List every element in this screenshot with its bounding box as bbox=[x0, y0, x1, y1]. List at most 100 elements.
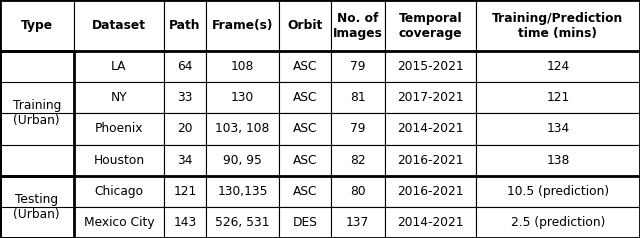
Text: 2014-2021: 2014-2021 bbox=[397, 123, 463, 135]
Bar bbox=[74, 114, 164, 144]
Text: Phoenix: Phoenix bbox=[95, 123, 143, 135]
Text: 90, 95: 90, 95 bbox=[223, 154, 262, 167]
Bar bbox=[331, 51, 385, 82]
Bar bbox=[164, 176, 205, 207]
Bar bbox=[476, 51, 640, 82]
Bar bbox=[0, 51, 74, 176]
Text: 81: 81 bbox=[350, 91, 365, 104]
Text: 143: 143 bbox=[173, 216, 196, 229]
Bar bbox=[331, 0, 385, 51]
Text: Orbit: Orbit bbox=[287, 19, 323, 32]
Bar bbox=[476, 82, 640, 114]
Bar bbox=[74, 51, 164, 82]
Text: 79: 79 bbox=[350, 123, 365, 135]
Text: ASC: ASC bbox=[293, 60, 317, 73]
Bar bbox=[476, 207, 640, 238]
Text: 2016-2021: 2016-2021 bbox=[397, 185, 463, 198]
Bar bbox=[476, 144, 640, 176]
Bar bbox=[331, 82, 385, 114]
Bar bbox=[385, 144, 476, 176]
Bar bbox=[280, 176, 331, 207]
Bar bbox=[164, 144, 205, 176]
Bar bbox=[280, 114, 331, 144]
Text: ASC: ASC bbox=[293, 185, 317, 198]
Bar bbox=[164, 51, 205, 82]
Bar bbox=[331, 207, 385, 238]
Text: Dataset: Dataset bbox=[92, 19, 146, 32]
Bar bbox=[0, 0, 74, 51]
Text: 33: 33 bbox=[177, 91, 193, 104]
Text: Mexico City: Mexico City bbox=[84, 216, 154, 229]
Text: NY: NY bbox=[111, 91, 127, 104]
Text: 121: 121 bbox=[547, 91, 570, 104]
Bar bbox=[164, 114, 205, 144]
Text: ASC: ASC bbox=[293, 91, 317, 104]
Bar bbox=[205, 176, 280, 207]
Bar bbox=[164, 0, 205, 51]
Bar bbox=[205, 51, 280, 82]
Text: 130: 130 bbox=[231, 91, 254, 104]
Text: ASC: ASC bbox=[293, 123, 317, 135]
Bar bbox=[164, 82, 205, 114]
Text: Path: Path bbox=[169, 19, 200, 32]
Text: Training/Prediction
time (mins): Training/Prediction time (mins) bbox=[492, 12, 623, 40]
Bar bbox=[385, 176, 476, 207]
Text: 82: 82 bbox=[350, 154, 365, 167]
Bar bbox=[385, 82, 476, 114]
Bar bbox=[74, 207, 164, 238]
Text: 2015-2021: 2015-2021 bbox=[397, 60, 463, 73]
Bar bbox=[205, 207, 280, 238]
Bar bbox=[331, 176, 385, 207]
Bar bbox=[385, 114, 476, 144]
Text: Temporal
coverage: Temporal coverage bbox=[399, 12, 462, 40]
Text: 10.5 (prediction): 10.5 (prediction) bbox=[507, 185, 609, 198]
Text: No. of
Images: No. of Images bbox=[333, 12, 383, 40]
Text: Testing
(Urban): Testing (Urban) bbox=[13, 193, 60, 221]
Bar bbox=[280, 0, 331, 51]
Text: 103, 108: 103, 108 bbox=[215, 123, 269, 135]
Bar bbox=[74, 144, 164, 176]
Text: 20: 20 bbox=[177, 123, 193, 135]
Text: 2014-2021: 2014-2021 bbox=[397, 216, 463, 229]
Bar bbox=[205, 82, 280, 114]
Bar bbox=[280, 51, 331, 82]
Text: 64: 64 bbox=[177, 60, 193, 73]
Bar bbox=[280, 144, 331, 176]
Text: 79: 79 bbox=[350, 60, 365, 73]
Bar bbox=[205, 144, 280, 176]
Text: Chicago: Chicago bbox=[94, 185, 143, 198]
Bar bbox=[385, 0, 476, 51]
Bar bbox=[385, 207, 476, 238]
Text: 124: 124 bbox=[547, 60, 570, 73]
Bar bbox=[0, 176, 74, 238]
Bar bbox=[205, 114, 280, 144]
Bar bbox=[476, 114, 640, 144]
Text: 138: 138 bbox=[546, 154, 570, 167]
Bar bbox=[280, 207, 331, 238]
Text: 121: 121 bbox=[173, 185, 196, 198]
Text: ASC: ASC bbox=[293, 154, 317, 167]
Text: 108: 108 bbox=[231, 60, 254, 73]
Text: 130,135: 130,135 bbox=[217, 185, 268, 198]
Text: 137: 137 bbox=[346, 216, 369, 229]
Bar bbox=[205, 0, 280, 51]
Text: 2.5 (prediction): 2.5 (prediction) bbox=[511, 216, 605, 229]
Bar bbox=[164, 207, 205, 238]
Bar bbox=[385, 51, 476, 82]
Bar bbox=[74, 0, 164, 51]
Text: Frame(s): Frame(s) bbox=[212, 19, 273, 32]
Bar bbox=[74, 82, 164, 114]
Text: Houston: Houston bbox=[93, 154, 145, 167]
Text: 80: 80 bbox=[350, 185, 365, 198]
Bar bbox=[476, 0, 640, 51]
Text: Training
(Urban): Training (Urban) bbox=[13, 99, 61, 127]
Text: 526, 531: 526, 531 bbox=[215, 216, 269, 229]
Text: DES: DES bbox=[292, 216, 317, 229]
Bar bbox=[331, 114, 385, 144]
Text: LA: LA bbox=[111, 60, 127, 73]
Text: 134: 134 bbox=[547, 123, 570, 135]
Text: 34: 34 bbox=[177, 154, 193, 167]
Bar bbox=[74, 176, 164, 207]
Text: 2017-2021: 2017-2021 bbox=[397, 91, 463, 104]
Text: 2016-2021: 2016-2021 bbox=[397, 154, 463, 167]
